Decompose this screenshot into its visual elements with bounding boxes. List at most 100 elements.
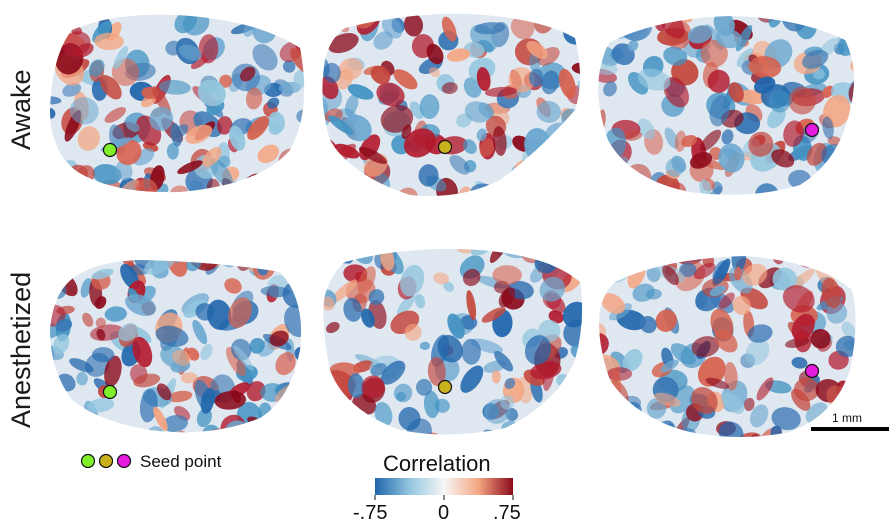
texture-blob (563, 425, 576, 435)
texture-blob (69, 358, 94, 373)
texture-blob (504, 377, 516, 390)
texture-blob (655, 309, 677, 332)
texture-blob (606, 256, 624, 267)
texture-blob (323, 248, 339, 257)
texture-blob (744, 397, 755, 412)
texture-blob (374, 401, 393, 427)
texture-blob (700, 39, 728, 68)
texture-blob (800, 16, 824, 25)
texture-blob (844, 136, 854, 157)
texture-blob (552, 132, 572, 147)
texture-blob (368, 289, 385, 306)
texture-blob (361, 375, 385, 399)
texture-blob (620, 172, 640, 195)
texture-blob (526, 182, 553, 197)
texture-blob (293, 366, 302, 384)
texture-blob (380, 360, 406, 385)
texture-blob (484, 86, 518, 97)
texture-blob (326, 400, 339, 421)
texture-blob (396, 293, 416, 317)
texture-blob (229, 125, 246, 151)
texture-blob (167, 390, 193, 403)
seed-point-legend-label: Seed point (140, 452, 222, 471)
texture-blob (426, 43, 444, 65)
texture-blob (393, 69, 418, 90)
texture-blob (178, 44, 203, 61)
texture-blob (536, 166, 553, 179)
texture-blob (246, 381, 266, 402)
texture-blob (598, 154, 620, 172)
texture-blob (654, 392, 681, 407)
texture-blob (284, 305, 302, 338)
texture-blob (748, 131, 774, 157)
texture-blob (293, 70, 305, 89)
texture-blob (120, 260, 134, 271)
texture-blob (347, 373, 365, 398)
texture-blob (721, 129, 734, 145)
texture-blob (206, 299, 232, 330)
texture-blob (334, 143, 360, 159)
texture-blob (249, 337, 265, 354)
texture-blob (736, 48, 754, 68)
texture-blob (50, 15, 69, 34)
colorbar-tick-label-zero: 0 (438, 502, 450, 524)
texture-blob (550, 168, 569, 186)
texture-blob (186, 260, 202, 272)
texture-blob (529, 52, 541, 74)
texture-blob (370, 363, 387, 376)
texture-blob (528, 157, 542, 169)
texture-blob (463, 139, 477, 155)
texture-blob (615, 16, 634, 26)
seed-point-magenta-awake (804, 122, 820, 138)
texture-blob (603, 81, 617, 97)
texture-blob (224, 278, 242, 294)
texture-blob (219, 74, 232, 88)
panel-awake-3 (598, 16, 854, 195)
texture-blob (802, 49, 829, 69)
texture-blob (526, 41, 548, 59)
texture-blob (460, 365, 484, 393)
texture-blob (121, 191, 136, 193)
texture-blob (556, 248, 581, 261)
texture-blob (575, 427, 583, 435)
texture-blob (500, 395, 515, 410)
texture-blob (573, 385, 583, 402)
texture-blob (69, 97, 99, 125)
texture-blob (782, 285, 815, 313)
texture-blob (269, 330, 289, 347)
texture-blob (247, 115, 270, 140)
texture-blob (703, 186, 722, 195)
texture-blob (623, 130, 643, 141)
texture-blob (361, 308, 375, 328)
texture-blob (326, 321, 340, 334)
colorbar (375, 478, 513, 495)
texture-blob (104, 107, 127, 123)
texture-blob (245, 87, 263, 110)
texture-blob (50, 260, 57, 273)
texture-blob (289, 260, 302, 286)
texture-blob (358, 248, 371, 256)
texture-blob (492, 126, 507, 156)
texture-blob (574, 371, 583, 392)
texture-blob (278, 174, 295, 193)
texture-blob (216, 260, 245, 262)
texture-blob (427, 357, 446, 386)
texture-blob (334, 13, 348, 22)
texture-blob (252, 44, 278, 71)
texture-blob (55, 318, 73, 332)
scale-bar (811, 427, 889, 431)
texture-blob (749, 404, 769, 428)
texture-blob (166, 143, 179, 160)
texture-blob (216, 116, 233, 135)
texture-blob (807, 16, 827, 24)
texture-blob (133, 373, 161, 388)
texture-blob (380, 104, 414, 133)
scale-bar-label: 1 mm (832, 411, 862, 425)
texture-blob (651, 431, 677, 437)
texture-blob (50, 323, 59, 339)
texture-blob (428, 67, 441, 78)
texture-blob (192, 319, 208, 345)
panel-anesthetized-2 (323, 248, 583, 435)
texture-blob (323, 248, 333, 259)
texture-blob (846, 261, 856, 284)
